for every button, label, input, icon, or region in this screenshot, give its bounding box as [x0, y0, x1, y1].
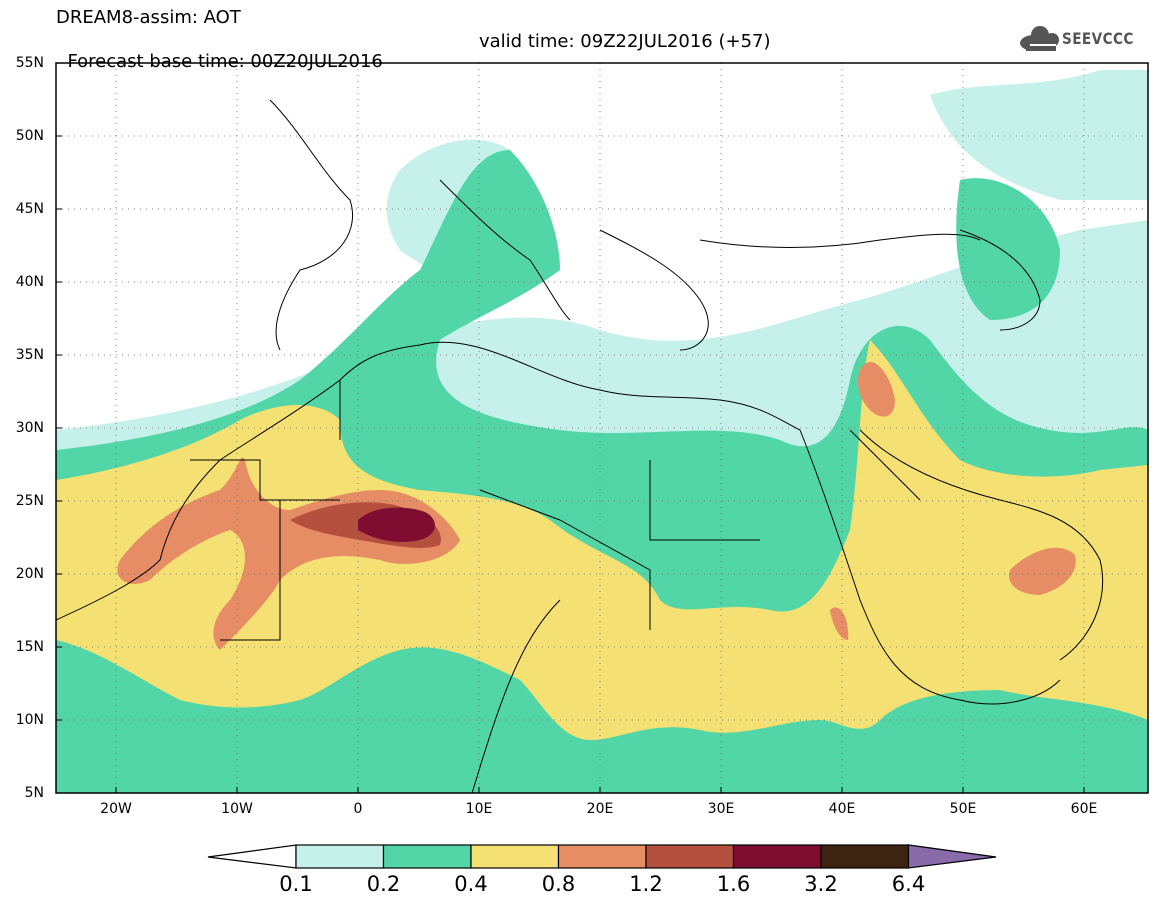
base-time-text: Forecast base time: 00Z20JUL2016	[67, 51, 383, 72]
map-title: DREAM8-assim: AOT	[56, 7, 241, 28]
lon-label: 50E	[949, 801, 977, 817]
aot-band-1.6	[358, 507, 436, 542]
colorbar-label: 6.4	[891, 872, 926, 896]
colorbar-label: 0.4	[454, 872, 488, 896]
forecast-base-time: Forecast base time: 00Z20JUL2016 valid t…	[56, 32, 770, 92]
logo-text: SEEVCCC	[1062, 28, 1134, 48]
colorbar-swatch-3	[470, 844, 560, 869]
lat-label: 30N	[15, 420, 44, 436]
aot-band-0.4	[56, 340, 1148, 740]
lat-label: 15N	[15, 639, 44, 655]
aot-field	[56, 63, 1148, 793]
valid-time-text: valid time: 09Z22JUL2016 (+57)	[479, 31, 771, 52]
lon-label: 60E	[1070, 801, 1098, 817]
lon-label: 10E	[465, 801, 493, 817]
lon-label: 20E	[586, 801, 614, 817]
lat-label: 25N	[15, 493, 44, 509]
lat-label: 50N	[15, 128, 44, 144]
colorbar-low-arrow	[207, 844, 297, 869]
tick-marks	[56, 135, 1085, 793]
colorbar-label: 3.2	[804, 872, 838, 896]
colorbar-label: 0.8	[541, 872, 576, 896]
aot-band-0.8	[117, 361, 1076, 650]
colorbar-swatch-2	[382, 844, 472, 869]
colorbar-label: 1.6	[716, 872, 751, 896]
cloud-icon	[1020, 26, 1059, 51]
lon-label: 20W	[100, 801, 132, 817]
gridlines	[56, 63, 1148, 793]
lon-label: 30E	[707, 801, 735, 817]
coastlines	[56, 99, 1104, 793]
lon-label: 40E	[828, 801, 856, 817]
colorbar-label: 0.1	[279, 872, 313, 896]
colorbar-swatch-4	[557, 844, 647, 869]
colorbar-high-arrow	[907, 844, 997, 869]
lat-label: 5N	[24, 785, 44, 801]
colorbar-swatch-6	[732, 844, 822, 869]
colorbar-label: 1.2	[629, 872, 663, 896]
lat-label: 20N	[15, 566, 44, 582]
lat-label: 40N	[15, 274, 44, 290]
lat-label: 35N	[15, 347, 44, 363]
lat-label: 10N	[15, 712, 44, 728]
colorbar-swatch-1	[295, 844, 385, 869]
lat-label: 55N	[15, 55, 44, 71]
colorbar-swatch-7	[820, 844, 910, 869]
seevccc-logo: SEEVCCC	[1058, 22, 1147, 54]
colorbar	[207, 844, 997, 869]
lon-label: 0	[353, 801, 363, 817]
colorbar-label: 0.2	[366, 872, 401, 896]
colorbar-swatch-5	[645, 844, 735, 869]
lat-label: 45N	[15, 201, 44, 217]
lon-label: 10W	[221, 801, 253, 817]
